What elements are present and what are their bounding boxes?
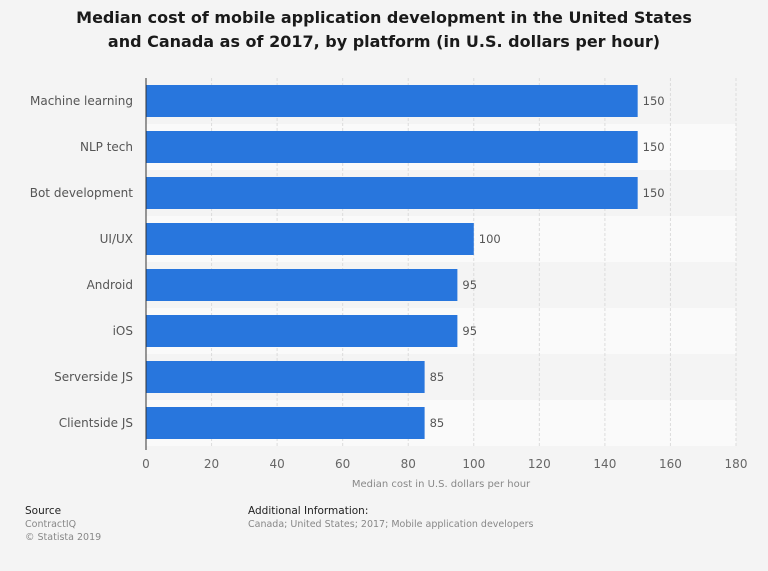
x-tick-label: 120 [528,457,551,471]
source-label: Source [25,505,62,517]
x-tick-label: 180 [725,457,748,471]
data-label: 85 [430,370,445,384]
bar [146,361,425,393]
bar [146,85,638,117]
bar [146,131,638,163]
y-tick-label: iOS [113,324,133,338]
x-tick-label: 20 [204,457,219,471]
x-tick-label: 60 [335,457,350,471]
y-tick-label: UI/UX [100,232,133,246]
y-tick-label: Android [87,278,133,292]
chart-title-line: Median cost of mobile application develo… [76,8,692,27]
additional-info-label: Additional Information: [248,505,369,517]
x-axis-label: Median cost in U.S. dollars per hour [352,479,531,490]
data-label: 150 [643,186,665,200]
data-label: 150 [643,140,665,154]
y-tick-label: Machine learning [30,94,133,108]
chart-title-line: and Canada as of 2017, by platform (in U… [107,32,661,51]
x-tick-label: 140 [593,457,616,471]
bar [146,177,638,209]
additional-info-block: Additional Information: Canada; United S… [248,505,533,531]
y-tick-label: NLP tech [80,140,133,154]
y-tick-label: Clientside JS [59,416,133,430]
bar [146,223,474,255]
source-value[interactable]: ContractIQ [25,519,77,530]
data-label: 100 [479,232,501,246]
bar-chart: 0 20 40 60 80 100 120 140 160 180 Machine learning… [30,78,748,490]
data-label: 95 [462,278,477,292]
bar [146,269,458,301]
data-label: 150 [643,94,665,108]
data-label: 95 [462,324,477,338]
x-tick-label: 40 [269,457,284,471]
source-block: Source ContractIQ © Statista 2019 [25,505,101,544]
x-tick-label: 160 [659,457,682,471]
bar [146,407,425,439]
bar [146,315,458,347]
y-tick-label: Bot development [30,186,134,200]
y-tick-label: Serverside JS [54,370,133,384]
x-tick-label: 0 [142,457,150,471]
x-tick-label: 80 [401,457,416,471]
x-tick-label: 100 [462,457,485,471]
chart-title: Median cost of mobile application develo… [0,6,768,54]
data-label: 85 [430,416,445,430]
additional-info-value: Canada; United States; 2017; Mobile appl… [248,519,534,530]
copyright: © Statista 2019 [25,532,102,543]
